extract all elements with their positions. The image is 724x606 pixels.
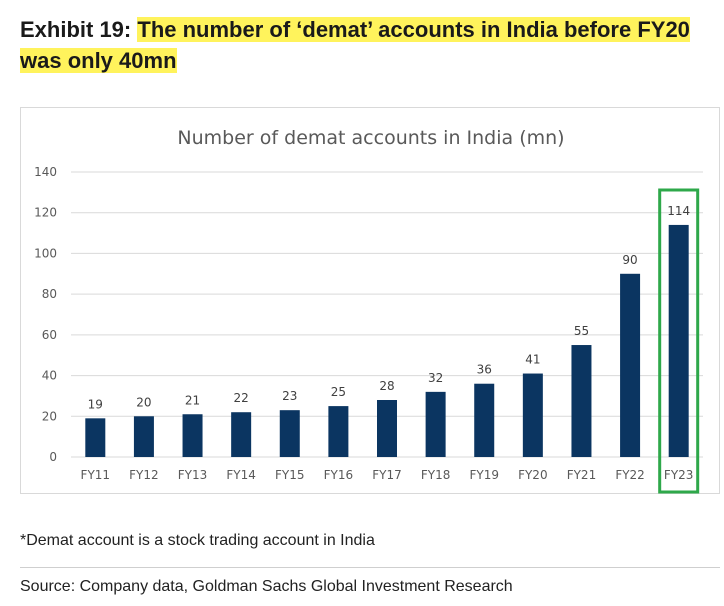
x-tick-label: FY14 — [226, 468, 256, 482]
bar-fy13 — [182, 414, 203, 457]
data-label: 21 — [185, 393, 200, 407]
data-label: 32 — [428, 371, 443, 385]
bar-chart: Number of demat accounts in India (mn) 0… — [34, 127, 703, 494]
bar-fy21 — [571, 345, 592, 457]
x-tick-label: FY23 — [664, 468, 694, 482]
exhibit-heading: Exhibit 19: The number of ‘demat’ accoun… — [20, 14, 710, 76]
data-label: 19 — [88, 397, 103, 411]
highlight-box — [658, 188, 700, 494]
data-label: 22 — [234, 391, 249, 405]
bar-fy20 — [522, 373, 543, 457]
data-label: 28 — [379, 379, 394, 393]
gridlines — [71, 171, 703, 458]
x-tick-label: FY19 — [469, 468, 499, 482]
data-label: 36 — [477, 363, 492, 377]
x-tick-label: FY16 — [324, 468, 354, 482]
x-tick-label: FY13 — [178, 468, 208, 482]
bar-fy14 — [231, 412, 252, 457]
data-label: 25 — [331, 385, 346, 399]
x-tick-label: FY15 — [275, 468, 305, 482]
data-label: 55 — [574, 324, 589, 338]
x-tick-label: FY21 — [567, 468, 597, 482]
bar-fy16 — [328, 406, 349, 457]
chart-frame: Number of demat accounts in India (mn) 0… — [20, 107, 720, 494]
data-label: 41 — [525, 353, 540, 367]
y-tick-label: 100 — [34, 246, 57, 260]
bar-fy17 — [377, 400, 397, 457]
x-tick-label: FY11 — [81, 468, 111, 482]
x-tick-label: FY18 — [421, 468, 451, 482]
exhibit-label: Exhibit 19: — [20, 17, 132, 42]
x-tick-label: FY22 — [615, 468, 645, 482]
x-tick-label: FY17 — [372, 468, 402, 482]
bar-fy19 — [474, 383, 495, 457]
data-label: 90 — [622, 253, 637, 267]
footnote: *Demat account is a stock trading accoun… — [20, 532, 375, 549]
x-axis: FY11 FY12 FY13 FY14 FY15 FY16 FY17 FY18 FY19 FY20… — [81, 468, 694, 482]
data-label: 20 — [136, 395, 151, 409]
y-tick-label: 60 — [42, 328, 57, 342]
bar-fy12 — [133, 416, 154, 457]
bar-fy18 — [425, 391, 446, 457]
y-tick-label: 140 — [34, 165, 57, 179]
data-label: 23 — [282, 389, 297, 403]
bars: 19 20 21 22 23 25 28 32 36 41 55 90 114 — [85, 188, 700, 494]
y-tick-label: 20 — [42, 409, 57, 423]
bar-fy22 — [620, 273, 641, 457]
x-tick-label: FY12 — [129, 468, 159, 482]
chart-title: Number of demat accounts in India (mn) — [177, 127, 564, 149]
y-tick-label: 0 — [49, 450, 57, 464]
source-note: Source: Company data, Goldman Sachs Glob… — [20, 578, 513, 595]
data-label: 114 — [667, 204, 690, 218]
y-axis: 0 20 40 60 80 100 120 140 — [34, 165, 57, 464]
bar-fy15 — [279, 410, 300, 457]
bar-fy11 — [85, 418, 106, 457]
x-tick-label: FY20 — [518, 468, 548, 482]
source-divider — [20, 567, 720, 568]
bar-fy23 — [668, 224, 689, 457]
y-tick-label: 80 — [42, 287, 57, 301]
y-tick-label: 40 — [42, 369, 57, 383]
y-tick-label: 120 — [34, 206, 57, 220]
